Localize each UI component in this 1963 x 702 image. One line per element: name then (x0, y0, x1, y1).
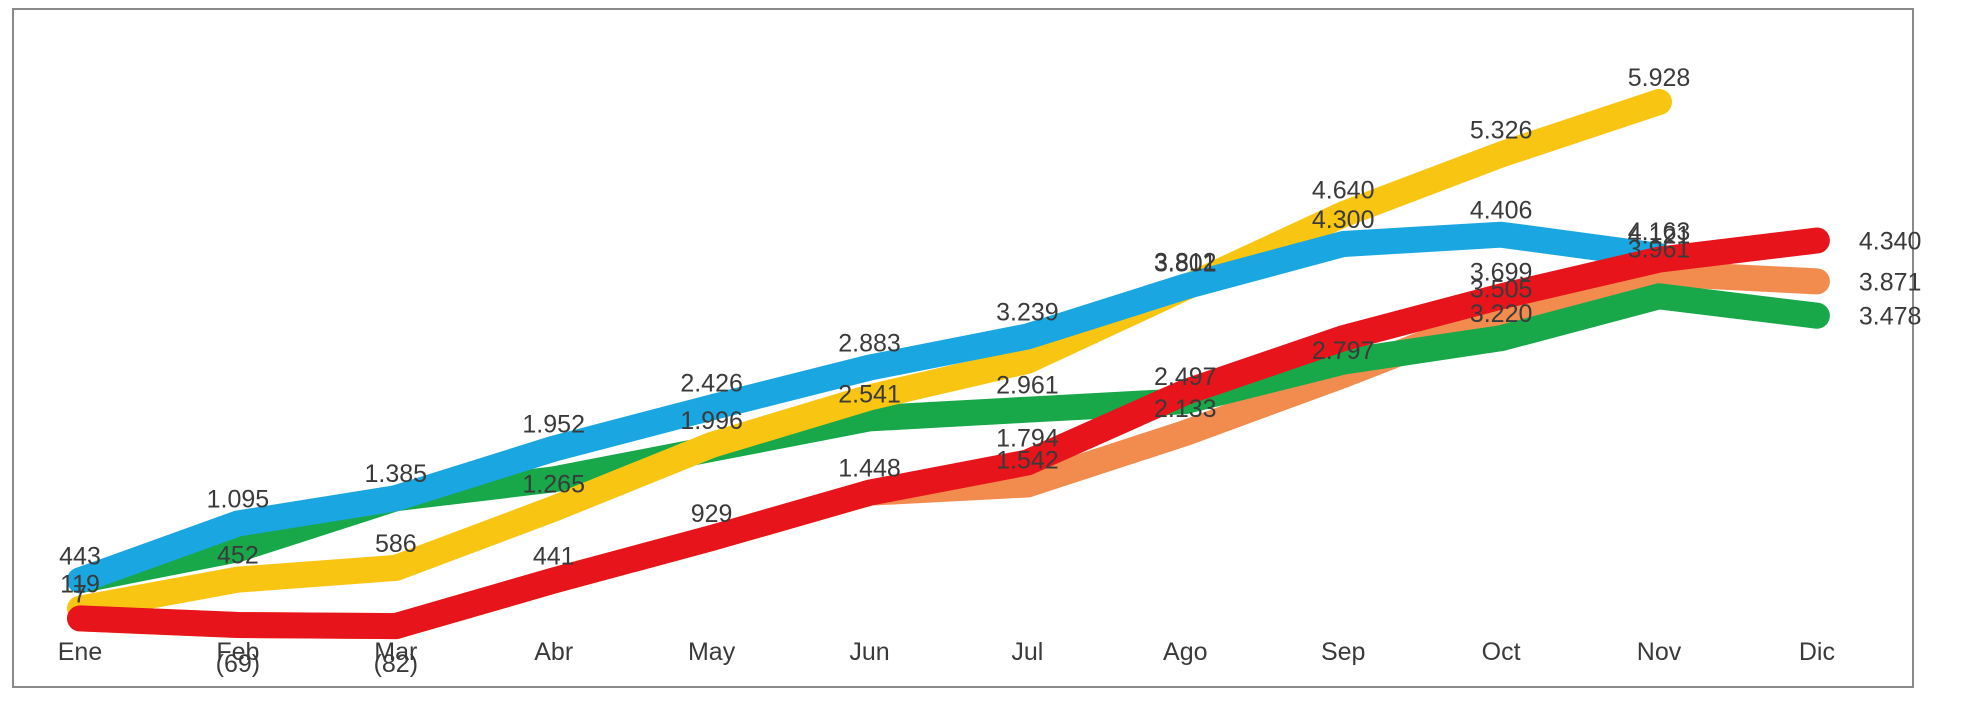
data-label-s1-p6: 2.961 (996, 372, 1059, 400)
data-label-s3-p2: 1.385 (365, 460, 428, 488)
x-tick-label-oct: Oct (1482, 638, 1521, 666)
data-label-s0-p9: 3.505 (1470, 275, 1533, 303)
data-label-s0-p5: 1.448 (838, 455, 901, 483)
data-label-s0-p1: (69) (216, 650, 260, 678)
series-line-3 (67, 221, 1672, 594)
data-label-s2-p1: 452 (217, 542, 259, 570)
data-labels: 7 (69) (82) 441 929 1.448 1.542 2.133 2.797 3.505… (59, 64, 1921, 678)
data-label-s1-p7: 2.497 (1154, 363, 1217, 391)
x-tick-label-nov: Nov (1637, 638, 1682, 666)
x-tick-label-mar: Mar (374, 638, 417, 666)
data-label-s3-p5: 2.883 (838, 330, 901, 358)
series-lines (67, 89, 1830, 640)
data-label-s3-p1: 1.095 (207, 486, 270, 514)
data-label-s0-p2: (82) (374, 650, 418, 678)
data-label-s0-p4: 929 (691, 500, 733, 528)
data-label-s1-p5: 2.541 (838, 380, 901, 408)
x-tick-label-sep: Sep (1321, 638, 1365, 666)
data-label-s4-p9: 3.699 (1470, 258, 1533, 286)
data-label-s2-p4: 1.996 (680, 407, 743, 435)
data-label-s4-p6: 1.794 (996, 425, 1059, 453)
data-label-s2-p9: 5.326 (1470, 117, 1533, 145)
data-label-s0-p11: 3.871 (1859, 268, 1922, 296)
series-line-2 (67, 89, 1672, 622)
data-label-s3-p0: 443 (59, 542, 101, 570)
data-label-s1-p9: 3.220 (1470, 300, 1533, 328)
x-tick-label-jun: Jun (849, 638, 889, 666)
data-label-s2-p0: 119 (60, 571, 100, 599)
data-label-s2-p2: 586 (375, 530, 417, 558)
data-label-s2-p7: 3.801 (1154, 250, 1217, 278)
x-tick-label-jul: Jul (1011, 638, 1043, 666)
x-tick-label-abr: Abr (534, 638, 573, 666)
data-label-s3-p10: 4.163 (1628, 218, 1691, 246)
data-label-s3-p6: 3.239 (996, 299, 1059, 327)
data-label-s0-p10: 3.961 (1628, 236, 1691, 264)
x-tick-label-feb: Feb (216, 638, 259, 666)
x-tick-label-ago: Ago (1163, 638, 1207, 666)
data-label-s3-p4: 2.426 (680, 369, 743, 397)
data-label-s2-p3: 1.265 (522, 471, 585, 499)
data-label-s0-p0: 7 (73, 580, 87, 608)
series-line-4 (67, 227, 1830, 640)
data-label-s0-p8: 2.797 (1312, 337, 1375, 365)
data-label-s2-p10: 5.928 (1628, 64, 1691, 92)
data-label-s0-p3: 441 (533, 543, 575, 571)
data-label-s3-p8: 4.300 (1312, 206, 1375, 234)
data-label-s3-p3: 1.952 (522, 411, 585, 439)
x-tick-label-may: May (688, 638, 736, 666)
data-label-s3-p9: 4.406 (1470, 197, 1533, 225)
data-label-s4-p11: 4.340 (1859, 228, 1922, 256)
x-axis-tick-labels: Ene Feb Mar Abr May Jun Jul Ago Sep Oct Nov Dic (58, 638, 1835, 666)
data-label-s2-p8: 4.640 (1312, 176, 1375, 204)
x-tick-label-ene: Ene (58, 638, 102, 666)
data-label-s1-p11: 3.478 (1859, 303, 1922, 331)
data-label-s0-p6: 1.542 (996, 447, 1059, 475)
data-label-s0-p7: 2.133 (1154, 395, 1217, 423)
data-label-s4-p10: 4.121 (1628, 222, 1691, 250)
x-tick-label-dic: Dic (1799, 638, 1835, 666)
data-label-s3-p7: 3.812 (1154, 249, 1217, 277)
